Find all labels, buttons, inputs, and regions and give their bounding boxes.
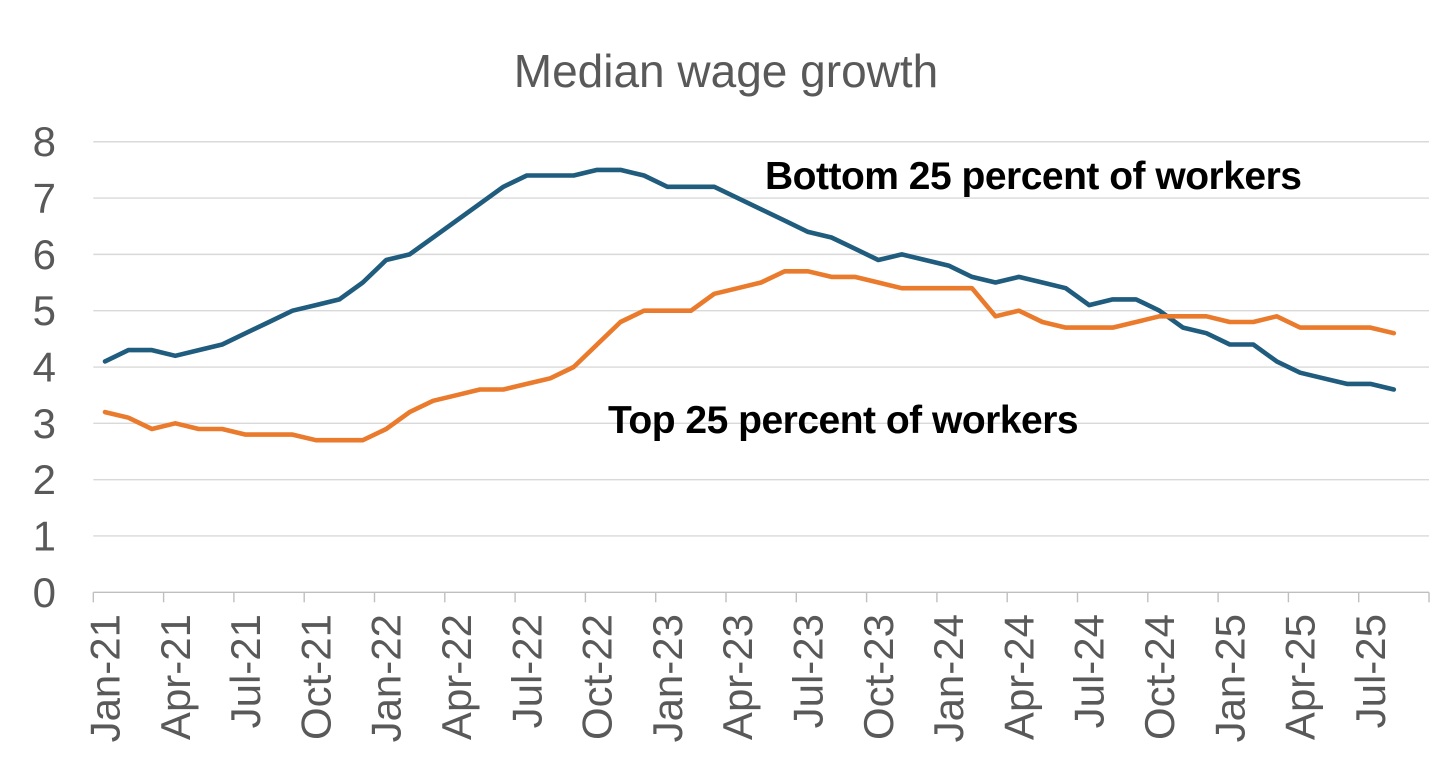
x-tick-label: Jan-25 (1206, 614, 1253, 742)
x-tick-label: Jul-24 (1066, 614, 1113, 728)
x-tick-label: Jul-21 (222, 614, 269, 728)
x-tick-label: Oct-21 (292, 614, 339, 740)
chart-title: Median wage growth (513, 45, 939, 97)
x-tick-label: Oct-23 (855, 614, 902, 740)
x-tick-label: Jul-23 (785, 614, 832, 728)
x-tick-label: Oct-22 (574, 614, 621, 740)
x-tick-label: Jan-23 (644, 614, 691, 742)
x-tick-label: Jan-21 (82, 614, 129, 742)
y-tick-label: 2 (33, 456, 56, 503)
x-tick-label: Apr-22 (433, 614, 480, 740)
x-tick-label: Jul-22 (503, 614, 550, 728)
x-tick-label: Apr-25 (1277, 614, 1324, 740)
y-tick-label: 3 (33, 400, 56, 447)
x-tick-label: Jan-22 (363, 614, 410, 742)
y-tick-label: 6 (33, 231, 56, 278)
x-tick-label: Apr-23 (714, 614, 761, 740)
y-tick-label: 5 (33, 287, 56, 334)
series-label-top-25: Top 25 percent of workers (608, 399, 1079, 442)
y-tick-label: 7 (33, 175, 56, 222)
y-tick-label: 4 (33, 344, 56, 391)
x-tick-label: Oct-24 (1136, 614, 1183, 740)
x-tick-label: Apr-24 (995, 614, 1042, 740)
y-tick-label: 1 (33, 512, 56, 559)
y-tick-label: 8 (33, 118, 56, 165)
x-tick-label: Jul-25 (1347, 614, 1394, 728)
y-tick-label: 0 (33, 569, 56, 616)
series-line-bottom-25 (102, 167, 1397, 392)
series-label-bottom-25: Bottom 25 percent of workers (765, 155, 1302, 198)
series-line-top-25 (102, 268, 1397, 443)
x-tick-label: Jan-24 (925, 614, 972, 742)
x-tick-label: Apr-21 (152, 614, 199, 740)
